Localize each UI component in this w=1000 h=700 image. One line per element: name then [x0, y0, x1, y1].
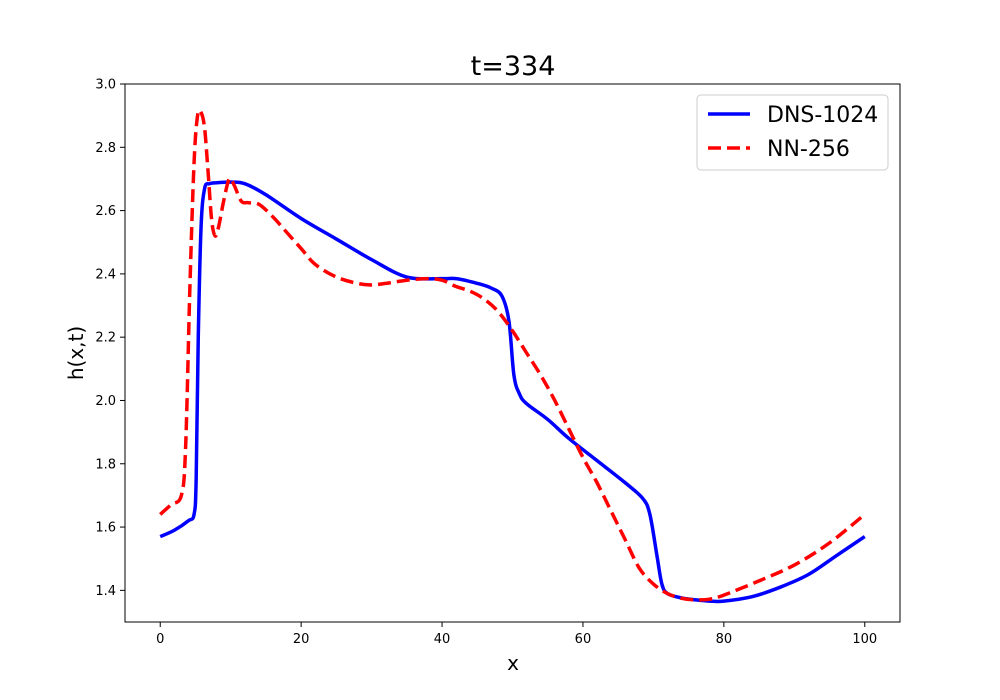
x-tick-label: 60	[575, 632, 592, 647]
y-axis-label: h(x,t)	[64, 326, 88, 380]
x-tick-label: 80	[716, 632, 733, 647]
legend: DNS-1024 NN-256	[696, 94, 889, 171]
y-tick-label: 3.0	[95, 78, 116, 93]
x-tick-label: 100	[852, 632, 877, 647]
y-tick-label: 2.2	[95, 331, 116, 346]
x-tick-label: 0	[156, 632, 164, 647]
y-tick-label: 2.4	[95, 267, 116, 282]
x-tick-label: 40	[434, 632, 451, 647]
plot-frame	[124, 83, 901, 623]
y-tick-label: 1.6	[95, 521, 116, 536]
series-layer	[159, 108, 866, 604]
y-tick-label: 1.8	[95, 457, 116, 472]
x-axis-label: x	[507, 651, 519, 675]
y-axis-ticks: 1.4 1.6 1.8 2.0 2.2 2.4 2.6 2.8 3.0	[95, 78, 125, 599]
y-tick-label: 2.8	[95, 141, 116, 156]
chart-title: t=334	[471, 51, 556, 82]
y-tick-label: 1.4	[95, 584, 116, 599]
legend-label-dns-1024: DNS-1024	[767, 103, 878, 128]
y-tick-label: 2.0	[95, 394, 116, 409]
x-axis-ticks: 0 20 40 60 80 100	[156, 622, 877, 647]
y-tick-label: 2.6	[95, 204, 116, 219]
x-tick-label: 20	[293, 632, 310, 647]
series-line-nn-256	[159, 108, 866, 602]
legend-label-nn-256: NN-256	[767, 137, 850, 162]
